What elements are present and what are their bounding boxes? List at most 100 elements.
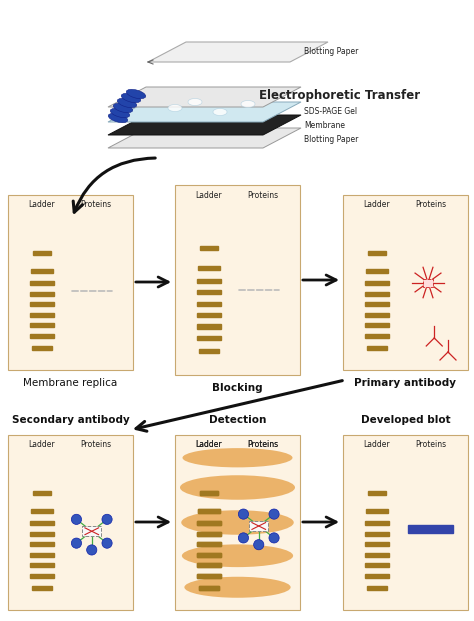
- Bar: [365, 543, 389, 546]
- Bar: [365, 574, 389, 578]
- Bar: [365, 334, 389, 338]
- Bar: [199, 586, 219, 590]
- Bar: [365, 281, 389, 285]
- Polygon shape: [148, 42, 328, 62]
- Bar: [197, 553, 220, 557]
- Ellipse shape: [110, 108, 130, 117]
- Bar: [32, 346, 52, 350]
- Circle shape: [72, 538, 82, 548]
- Circle shape: [102, 538, 112, 548]
- Ellipse shape: [121, 93, 141, 102]
- Text: Blocking: Blocking: [212, 383, 263, 393]
- Bar: [30, 532, 54, 536]
- Circle shape: [269, 509, 279, 519]
- Bar: [30, 313, 54, 317]
- FancyBboxPatch shape: [343, 195, 468, 370]
- Ellipse shape: [213, 109, 227, 116]
- Bar: [197, 543, 220, 546]
- Bar: [365, 302, 389, 306]
- Text: Ladder: Ladder: [364, 200, 390, 209]
- Bar: [197, 553, 220, 557]
- Bar: [365, 313, 389, 317]
- Circle shape: [238, 509, 248, 519]
- FancyBboxPatch shape: [343, 435, 468, 610]
- Ellipse shape: [113, 103, 133, 112]
- Bar: [197, 543, 220, 546]
- Polygon shape: [108, 87, 301, 107]
- Bar: [365, 553, 389, 557]
- Bar: [30, 292, 54, 296]
- Text: SDS-PAGE Gel: SDS-PAGE Gel: [304, 107, 357, 117]
- Text: Ladder: Ladder: [28, 440, 55, 449]
- Bar: [199, 586, 219, 590]
- Ellipse shape: [241, 101, 255, 107]
- Polygon shape: [108, 115, 301, 135]
- Ellipse shape: [184, 577, 291, 598]
- Circle shape: [72, 514, 82, 525]
- Bar: [31, 269, 53, 273]
- Text: Membrane replica: Membrane replica: [23, 378, 118, 388]
- Bar: [31, 509, 53, 513]
- Bar: [365, 292, 389, 296]
- Bar: [197, 313, 220, 317]
- Bar: [198, 509, 220, 513]
- Bar: [200, 491, 218, 495]
- Bar: [197, 302, 220, 306]
- Bar: [33, 491, 51, 495]
- Text: Electrophoretic Transfer: Electrophoretic Transfer: [259, 89, 420, 101]
- Bar: [33, 251, 51, 255]
- Bar: [365, 324, 389, 327]
- Text: Developed blot: Developed blot: [361, 415, 450, 425]
- Ellipse shape: [182, 545, 293, 567]
- FancyBboxPatch shape: [8, 435, 133, 610]
- Bar: [367, 491, 386, 495]
- Bar: [367, 586, 387, 590]
- Bar: [30, 522, 54, 525]
- Bar: [367, 346, 387, 350]
- Circle shape: [254, 540, 264, 550]
- Polygon shape: [108, 128, 301, 148]
- Text: Secondary antibody: Secondary antibody: [12, 415, 129, 425]
- Bar: [82, 526, 101, 537]
- Bar: [30, 281, 54, 285]
- Bar: [197, 290, 220, 294]
- FancyBboxPatch shape: [175, 185, 300, 375]
- Text: Proteins: Proteins: [415, 440, 446, 449]
- Bar: [197, 532, 220, 536]
- Bar: [365, 532, 389, 536]
- Bar: [30, 302, 54, 306]
- Bar: [365, 522, 389, 525]
- Bar: [199, 349, 219, 353]
- Bar: [200, 491, 218, 495]
- Bar: [197, 574, 220, 578]
- Text: Blotting Paper: Blotting Paper: [304, 47, 358, 57]
- Bar: [197, 563, 220, 568]
- Bar: [30, 543, 54, 546]
- Bar: [30, 324, 54, 327]
- Polygon shape: [108, 102, 301, 122]
- Bar: [197, 574, 220, 578]
- Bar: [30, 553, 54, 557]
- Text: Ladder: Ladder: [28, 200, 55, 209]
- Bar: [365, 563, 389, 568]
- FancyBboxPatch shape: [175, 435, 300, 610]
- Bar: [367, 251, 386, 255]
- Bar: [30, 563, 54, 568]
- Ellipse shape: [181, 510, 294, 535]
- Bar: [197, 563, 220, 568]
- Bar: [200, 246, 218, 250]
- Bar: [197, 522, 220, 525]
- Ellipse shape: [180, 475, 295, 500]
- Bar: [366, 269, 388, 273]
- Text: Detection: Detection: [209, 415, 266, 425]
- Text: Ladder: Ladder: [195, 440, 222, 449]
- Bar: [198, 509, 220, 513]
- Circle shape: [269, 533, 279, 543]
- Ellipse shape: [168, 104, 182, 112]
- Text: Membrane: Membrane: [304, 120, 345, 130]
- Bar: [249, 521, 268, 531]
- Text: Proteins: Proteins: [247, 440, 278, 449]
- Circle shape: [238, 533, 248, 543]
- Bar: [197, 522, 220, 525]
- Bar: [30, 334, 54, 338]
